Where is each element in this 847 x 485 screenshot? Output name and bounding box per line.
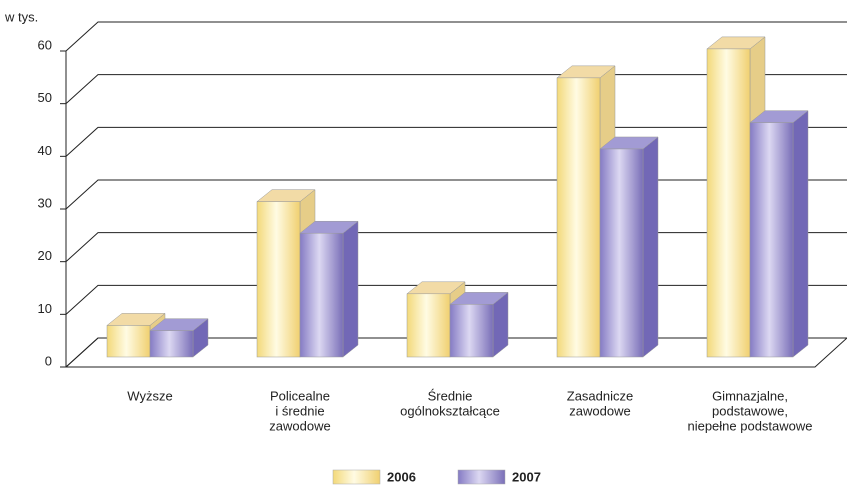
y-tick-label: 20	[38, 248, 52, 263]
bar-side	[642, 136, 659, 358]
x-tick-label: Zasadnicze	[567, 388, 633, 403]
bar-front	[149, 330, 194, 358]
bar-front	[749, 122, 794, 358]
legend-swatch	[332, 469, 381, 485]
x-tick-label: i średnie	[275, 403, 324, 418]
bar	[599, 136, 659, 358]
x-tick-label: zawodowe	[269, 418, 330, 433]
bar	[149, 318, 209, 358]
bar-front	[256, 201, 301, 358]
bar-front	[706, 48, 751, 358]
x-tick-label: Wyższe	[127, 388, 172, 403]
bar	[299, 220, 359, 358]
y-tick-label: 40	[38, 143, 52, 158]
x-tick-label: Średnie	[428, 388, 473, 403]
bar-front	[406, 293, 451, 358]
grid-line	[65, 21, 847, 52]
legend-label: 2006	[387, 469, 416, 484]
y-tick-label: 0	[45, 353, 52, 368]
legend-swatch	[457, 469, 506, 485]
y-tick-label: 30	[38, 195, 52, 210]
x-tick-label: Policealne	[270, 388, 330, 403]
y-axis-label: w tys.	[4, 9, 38, 24]
x-tick-label: zawodowe	[569, 403, 630, 418]
bar-front	[106, 325, 151, 358]
x-tick-label: Gimnazjalne,	[712, 388, 788, 403]
bar-front	[299, 232, 344, 358]
y-tick-label: 10	[38, 301, 52, 316]
x-tick-label: podstawowe,	[712, 403, 788, 418]
x-tick-label: niepełne podstawowe	[687, 418, 812, 433]
bar-side	[342, 220, 359, 358]
y-tick-label: 50	[38, 90, 52, 105]
bar-side	[792, 110, 809, 358]
bar	[749, 110, 809, 358]
y-tick-label: 60	[38, 37, 52, 52]
legend-label: 2007	[512, 469, 541, 484]
bar-front	[599, 148, 644, 358]
bar	[449, 291, 509, 358]
bar-front	[556, 77, 601, 358]
x-tick-label: ogólnokształcące	[400, 403, 500, 418]
bar-front	[449, 304, 494, 358]
